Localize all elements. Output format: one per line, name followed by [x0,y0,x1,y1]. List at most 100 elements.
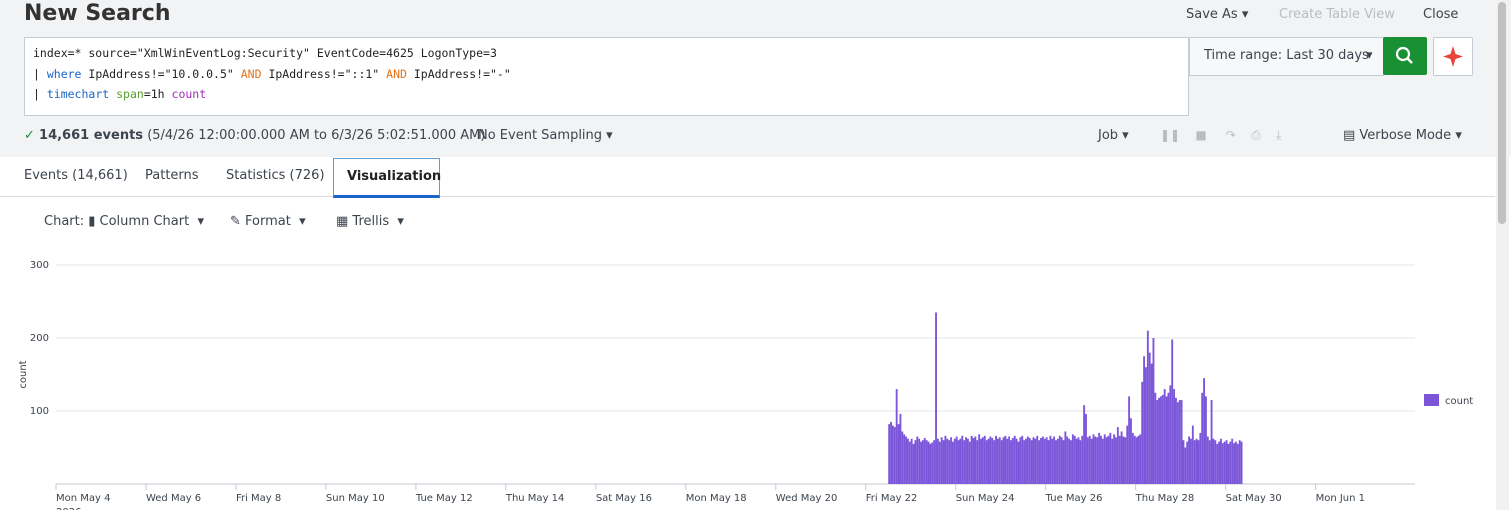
x-tick-label: Wed May 6 [146,493,201,504]
search-box[interactable]: index=* source="XmlWinEventLog:Security"… [24,37,1189,116]
bar [1148,352,1151,484]
bar [1143,356,1146,484]
bar [921,440,924,484]
query-text: IpAddress!="-" [406,67,511,81]
bar [1220,438,1222,484]
bar [1205,396,1207,484]
bar [1011,438,1014,484]
job-controls[interactable]: ❚❚ ■ ↷ ⎙ ⤓ [1160,128,1282,142]
bar [1126,425,1129,484]
tab[interactable]: Events (14,661) [24,168,128,183]
bar [1118,435,1121,484]
bar [1085,413,1087,484]
bar [946,438,949,484]
bar [1195,438,1198,484]
bar [916,436,919,484]
query-operator: AND [240,67,262,81]
bar [1240,441,1243,484]
bar [1064,431,1067,484]
bar [938,441,941,484]
chart-label: Chart: [44,214,85,229]
bar [963,440,966,484]
bar [1165,396,1168,484]
search-button[interactable] [1383,37,1427,75]
x-tick-label: Sat May 16 [596,493,652,504]
scrollbar-thumb[interactable] [1498,2,1506,224]
assistant-button[interactable] [1433,37,1473,76]
bar [1090,438,1093,484]
query-line: | where IpAddress!="10.0.0.5" AND IpAddr… [33,67,511,81]
bar [1116,427,1119,484]
query-command: timechart [46,87,110,101]
bar [1004,435,1007,484]
mode-menu[interactable]: ▤ Verbose Mode ▾ [1343,128,1462,143]
trellis-menu[interactable]: ▦ Trellis ▾ [336,214,404,229]
tab[interactable]: Statistics (726) [226,168,325,183]
query-text: | [33,67,47,81]
active-tab[interactable]: Visualization [333,158,441,198]
bar [1203,378,1206,484]
bar [1017,441,1020,484]
bar [1193,440,1196,484]
bar [1075,438,1078,484]
bar [1103,434,1106,484]
bar [1073,435,1076,484]
bar [1045,437,1048,484]
bar [1058,435,1061,484]
bar [1038,440,1041,484]
bar [933,440,936,484]
bar [942,440,945,484]
time-range-picker[interactable]: Time range: Last 30 days ▾ [1189,37,1384,76]
bar [1160,396,1162,484]
bar [906,438,909,484]
bar [1223,441,1226,484]
bar [1156,400,1159,484]
format-menu[interactable]: ✎ Format ▾ [230,214,306,229]
bar [1161,394,1164,484]
bar [978,434,981,484]
bar [1227,443,1230,484]
x-tick-label: Sun May 24 [956,493,1015,504]
job-menu[interactable]: Job ▾ [1098,128,1129,143]
bar [897,424,900,484]
bar [1101,438,1104,484]
bar [1015,438,1018,484]
bar [1212,438,1215,484]
bar [1032,437,1035,484]
bar [1210,400,1213,484]
bar [1021,435,1024,484]
bar [989,436,992,484]
bar [1062,440,1065,484]
query-function: count [171,87,207,101]
query-text: IpAddress!="::1" [261,67,387,81]
sampling-label: No Event Sampling [478,128,603,143]
bar [1025,438,1027,484]
tab[interactable]: Patterns [145,168,199,183]
close[interactable]: Close [1423,7,1459,22]
bar [1043,438,1046,484]
save-as[interactable]: Save As ▾ [1186,7,1249,22]
bar [1041,436,1044,484]
bar [1000,440,1003,484]
chart-type-menu[interactable]: Chart: ▮ Column Chart ▾ [44,214,204,229]
bar [1169,385,1172,484]
query-text: IpAddress!="10.0.0.5" [81,67,241,81]
caret: ▾ [1366,48,1373,63]
scrollbar[interactable] [1496,0,1509,510]
chart-type: Column Chart [99,214,190,229]
bar [1055,440,1057,484]
bar [1233,443,1235,484]
mode-label: Verbose Mode [1359,128,1452,143]
bar [925,440,928,484]
bar [965,437,967,484]
sampling-menu[interactable]: No Event Sampling ▾ [478,128,613,143]
x-tick-label: Sun May 10 [326,493,385,504]
bar [948,440,951,484]
bar [1206,436,1209,484]
bar [1225,440,1228,484]
create-table-view[interactable]: Create Table View [1279,7,1395,22]
bar [981,437,984,484]
bar [1145,367,1147,484]
bar [1092,434,1095,484]
